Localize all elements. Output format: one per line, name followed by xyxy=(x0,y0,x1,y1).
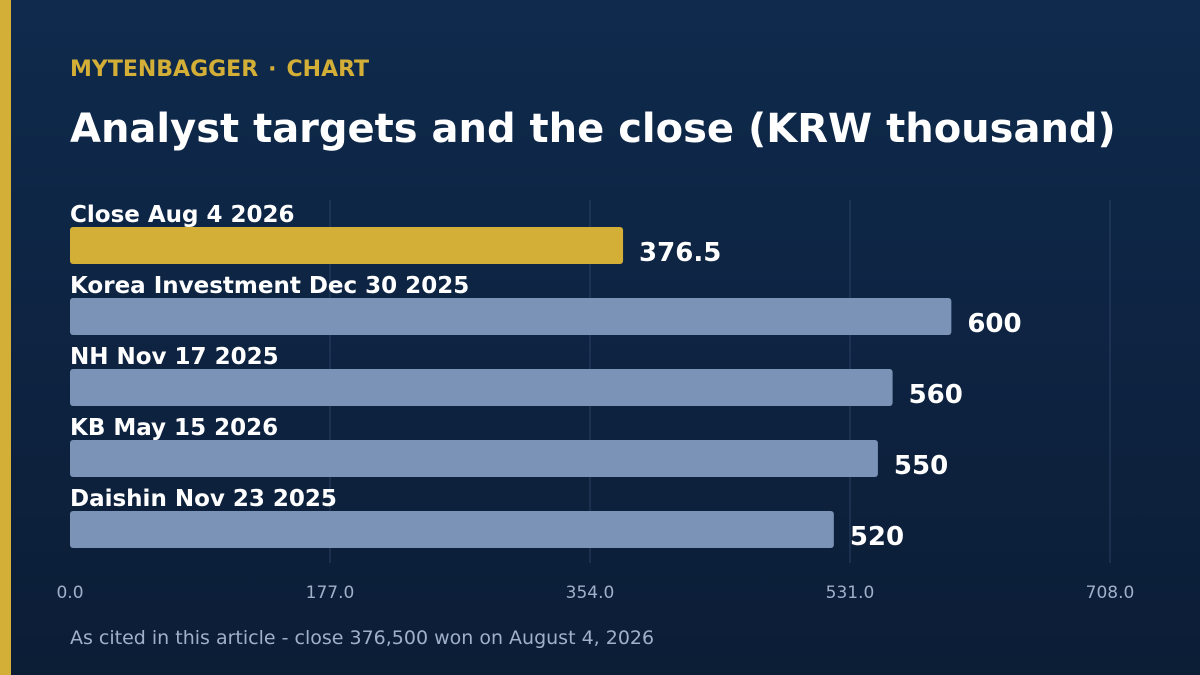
category-label: KB May 15 2026 xyxy=(70,415,278,441)
value-label: 520 xyxy=(850,522,904,552)
category-label: Close Aug 4 2026 xyxy=(70,202,295,228)
bar-target xyxy=(70,511,834,548)
value-label: 376.5 xyxy=(639,238,721,268)
x-tick-label: 708.0 xyxy=(1086,583,1135,603)
category-label: Korea Investment Dec 30 2025 xyxy=(70,273,469,299)
bar-target xyxy=(70,369,893,406)
brand-section: CHART xyxy=(286,57,370,82)
chart-title: Analyst targets and the close (KRW thous… xyxy=(70,106,1116,152)
value-label: 560 xyxy=(909,380,963,410)
category-label: Daishin Nov 23 2025 xyxy=(70,486,337,512)
brand-label: MYTENBAGGER · CHART xyxy=(70,57,369,82)
footnote: As cited in this article - close 376,500… xyxy=(70,627,655,649)
value-label: 600 xyxy=(967,309,1021,339)
x-tick-label: 354.0 xyxy=(566,583,615,603)
x-tick-label: 177.0 xyxy=(306,583,355,603)
x-tick-label: 0.0 xyxy=(56,583,83,603)
brand-name: MYTENBAGGER xyxy=(70,57,259,82)
bars: Close Aug 4 2026 376.5 Korea Investment De… xyxy=(70,202,1022,552)
value-label: 550 xyxy=(894,451,948,481)
bar-target xyxy=(70,298,952,335)
brand-separator: · xyxy=(268,57,277,82)
accent-strip xyxy=(0,0,11,675)
x-axis-ticks: 0.0 177.0 354.0 531.0 708.0 xyxy=(56,583,1134,603)
x-tick-label: 531.0 xyxy=(826,583,875,603)
category-label: NH Nov 17 2025 xyxy=(70,344,279,370)
bar-close xyxy=(70,227,624,264)
bar-target xyxy=(70,440,878,477)
